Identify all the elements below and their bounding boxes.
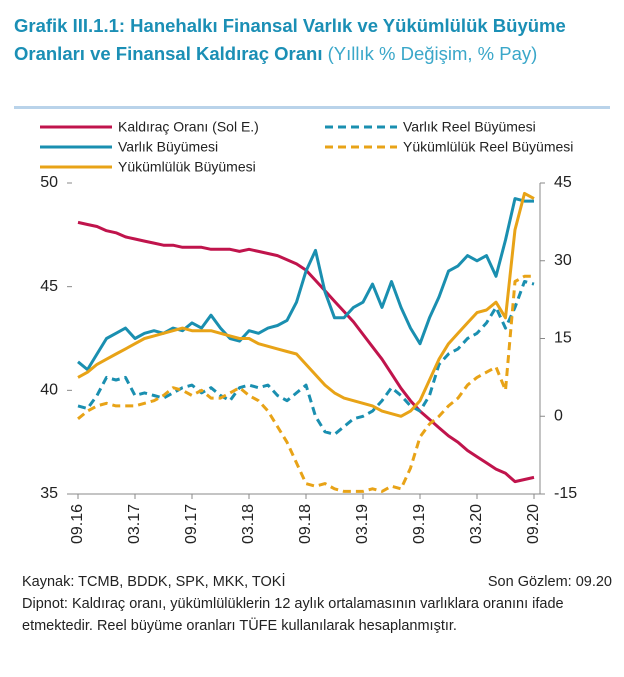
- axes: 35 40 45 50 -15 0 15 30 45 09.16 03.17 09.17 03.18 09…: [40, 174, 577, 544]
- legend-entry: Yükümlülük Büyümesi: [40, 159, 256, 175]
- y2-tick-label: 15: [554, 330, 572, 347]
- y2-tick-label: 45: [554, 174, 572, 191]
- source-row: Kaynak: TCMB, BDDK, SPK, MKK, TOKİ Son G…: [22, 571, 612, 593]
- y-tick-label: 45: [40, 278, 58, 295]
- series-line: [77, 220, 535, 484]
- y-tick-label: 50: [40, 174, 58, 191]
- footer: Kaynak: TCMB, BDDK, SPK, MKK, TOKİ Son G…: [22, 571, 612, 637]
- x-tick-label: 09.19: [411, 504, 428, 544]
- y-tick-label: 35: [40, 485, 58, 502]
- legend-entry: Kaldıraç Oranı (Sol E.): [40, 119, 259, 135]
- legend-entry: Varlık Reel Büyümesi: [325, 119, 536, 135]
- legend-label: Yükümlülük Reel Büyümesi: [403, 139, 573, 155]
- source: Kaynak: TCMB, BDDK, SPK, MKK, TOKİ: [22, 574, 286, 590]
- x-tick-label: 09.18: [297, 504, 314, 544]
- y-tick-label: 40: [40, 382, 58, 399]
- x-tick-label: 09.20: [525, 504, 542, 544]
- x-tick-label: 03.17: [126, 504, 143, 544]
- legend-label: Kaldıraç Oranı (Sol E.): [118, 119, 259, 135]
- title-block: Grafik III.1.1: Hanehalkı Finansal Varlı…: [14, 12, 599, 68]
- note: Dipnot: Kaldıraç oranı, yükümlülüklerin …: [22, 596, 564, 634]
- x-tick-label: 09.17: [183, 504, 200, 544]
- x-tick-label: 03.19: [354, 504, 371, 544]
- x-tick-label: 09.16: [69, 504, 86, 544]
- last-observation: Son Gözlem: 09.20: [487, 574, 612, 590]
- legend-entry: Varlık Büyümesi: [40, 139, 218, 155]
- legend-label: Varlık Büyümesi: [118, 139, 218, 155]
- x-tick-label: 03.20: [468, 504, 485, 544]
- y2-tick-label: 0: [554, 407, 563, 424]
- series-line: [77, 274, 534, 493]
- legend-label: Yükümlülük Büyümesi: [118, 159, 256, 175]
- x-tick-label: 03.18: [240, 504, 257, 544]
- series-line: [77, 280, 535, 436]
- title-rule: [14, 106, 610, 109]
- chart-title: Grafik III.1.1: Hanehalkı Finansal Varlı…: [14, 15, 566, 64]
- legend-label: Varlık Reel Büyümesi: [403, 119, 536, 135]
- chart-subtitle: (Yıllık % Değişim, % Pay): [327, 43, 538, 64]
- series-line: [77, 197, 534, 372]
- legend-entry: Yükümlülük Reel Büyümesi: [325, 139, 573, 155]
- y2-tick-label: 30: [554, 252, 572, 269]
- y2-tick-label: -15: [554, 485, 577, 502]
- series-line: [77, 191, 535, 418]
